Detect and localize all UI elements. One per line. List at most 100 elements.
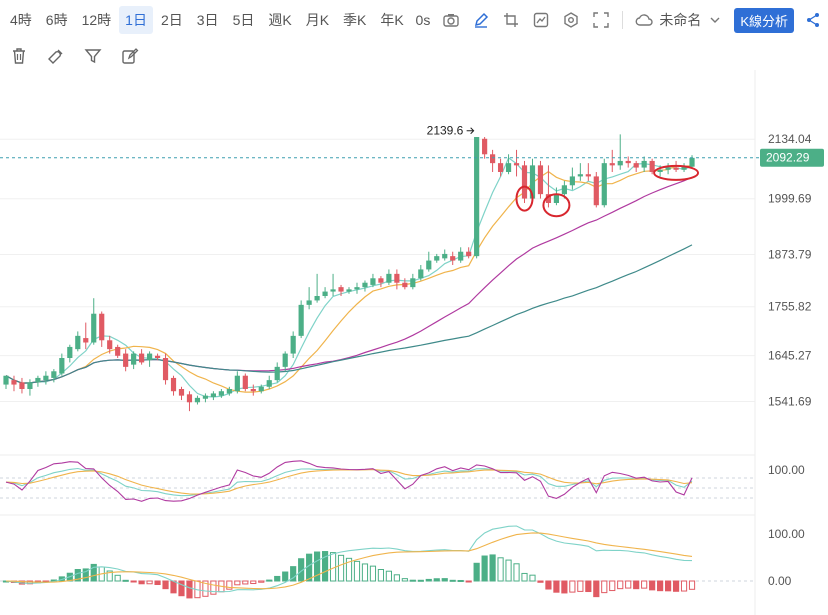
magnet-icon[interactable]: [45, 45, 67, 67]
crop-icon[interactable]: [501, 10, 521, 30]
macd-bar: [688, 580, 696, 590]
candle: [59, 353, 65, 376]
candle: [362, 280, 368, 292]
cloud-icon[interactable]: [634, 10, 654, 30]
macd-bar: [369, 565, 377, 582]
layout-name[interactable]: 未命名: [659, 12, 702, 28]
candle: [482, 137, 488, 159]
timeframe-tab[interactable]: 3日: [196, 12, 219, 28]
candle: [154, 353, 161, 361]
candle: [346, 287, 352, 294]
share-icon[interactable]: [803, 10, 823, 30]
candle: [123, 349, 129, 372]
macd-bar: [569, 580, 576, 593]
candle: [617, 134, 623, 170]
trash-icon[interactable]: [8, 45, 30, 67]
timeframe-tab[interactable]: 年K: [380, 12, 404, 28]
macd-bar: [266, 579, 273, 582]
timeframe-tab[interactable]: 季K: [343, 12, 367, 28]
candle: [513, 149, 520, 177]
kdj-tick-label: 100.00: [768, 463, 805, 477]
candle: [210, 391, 216, 401]
candle: [386, 269, 392, 285]
macd-bar: [577, 580, 584, 592]
candle: [35, 375, 41, 387]
candle: [474, 137, 480, 259]
candle: [162, 353, 169, 385]
highlight-circle: [515, 185, 534, 212]
candle: [131, 351, 137, 370]
macd-bar: [585, 580, 592, 593]
macd-bar: [680, 580, 688, 592]
timeframe-toolbar: 4時 6時 12時 1日 2日 3日 5日 週K 月K 季K 年K 0s 未命名 K線分析: [0, 0, 828, 40]
macd-bar: [377, 569, 385, 582]
candle: [274, 362, 280, 383]
chevron-down-icon[interactable]: [705, 10, 725, 30]
camera-icon[interactable]: [441, 10, 461, 30]
price-tick-label: 1873.79: [768, 247, 812, 261]
candle: [266, 375, 272, 389]
candle: [234, 371, 240, 394]
timeframe-tab[interactable]: 12時: [81, 12, 112, 28]
timeframe-tab[interactable]: 6時: [45, 12, 68, 28]
candle: [593, 172, 599, 208]
gear-icon[interactable]: [561, 10, 581, 30]
timeframe-tab[interactable]: 4時: [10, 12, 32, 28]
macd-indicator-panel: 100.00 0.00: [0, 514, 805, 599]
macd-bar: [497, 557, 504, 582]
candle: [282, 351, 288, 372]
timeframe-tab[interactable]: 月K: [305, 12, 330, 28]
pencil-icon[interactable]: [471, 10, 491, 30]
macd-dif-line: [5, 525, 693, 593]
timeframe-list: 4時 6時 12時 1日 2日 3日 5日 週K 月K 季K 年K: [4, 6, 412, 34]
macd-bar: [401, 578, 408, 582]
candle: [43, 371, 49, 385]
interval-label[interactable]: 0s: [415, 12, 431, 28]
candle: [649, 158, 655, 175]
timeframe-tab[interactable]: 5日: [232, 12, 255, 28]
drawings-edit-icon[interactable]: [119, 45, 141, 67]
macd-bar: [561, 580, 568, 594]
filter-icon[interactable]: [82, 45, 104, 67]
candle: [194, 395, 201, 405]
candle: [338, 284, 344, 296]
candle: [394, 269, 400, 290]
candle: [290, 331, 296, 358]
image-edit-icon[interactable]: [531, 10, 551, 30]
macd-bar: [641, 580, 648, 589]
macd-bar: [393, 574, 400, 582]
price-chart[interactable]: 2139.6 2134.04 1999.69 1873.79 1755.82 1645.…: [0, 70, 828, 615]
macd-bar: [186, 580, 193, 599]
macd-tick-label: 100.00: [768, 527, 805, 541]
macd-bar: [154, 580, 161, 586]
fullscreen-icon[interactable]: [591, 10, 611, 30]
macd-bar: [282, 571, 289, 582]
candle: [689, 155, 695, 169]
macd-bar: [609, 580, 616, 592]
candle: [226, 386, 232, 396]
candle: [91, 298, 97, 345]
candle: [426, 251, 432, 272]
timeframe-tab[interactable]: 2日: [160, 12, 183, 28]
candle: [521, 160, 528, 203]
candle: [314, 273, 320, 303]
macd-bar: [202, 580, 209, 597]
macd-bar: [465, 580, 472, 583]
timeframe-tab[interactable]: 週K: [268, 12, 292, 28]
drawing-toolbar: [0, 42, 148, 70]
price-tick-label: 1541.69: [768, 395, 812, 409]
macd-bar: [258, 580, 265, 583]
candle: [505, 154, 512, 175]
candle: [497, 158, 504, 177]
moving-average-lines: [5, 156, 693, 398]
kline-analysis-button[interactable]: K線分析: [734, 7, 794, 33]
macd-bar: [361, 563, 369, 582]
macd-bar: [82, 568, 89, 582]
candle: [115, 344, 121, 358]
macd-bar: [553, 580, 560, 593]
macd-bar: [425, 578, 432, 582]
timeframe-tab[interactable]: 1日: [119, 6, 153, 34]
candle: [330, 273, 336, 296]
macd-bar: [122, 579, 129, 582]
macd-bar: [74, 569, 81, 582]
